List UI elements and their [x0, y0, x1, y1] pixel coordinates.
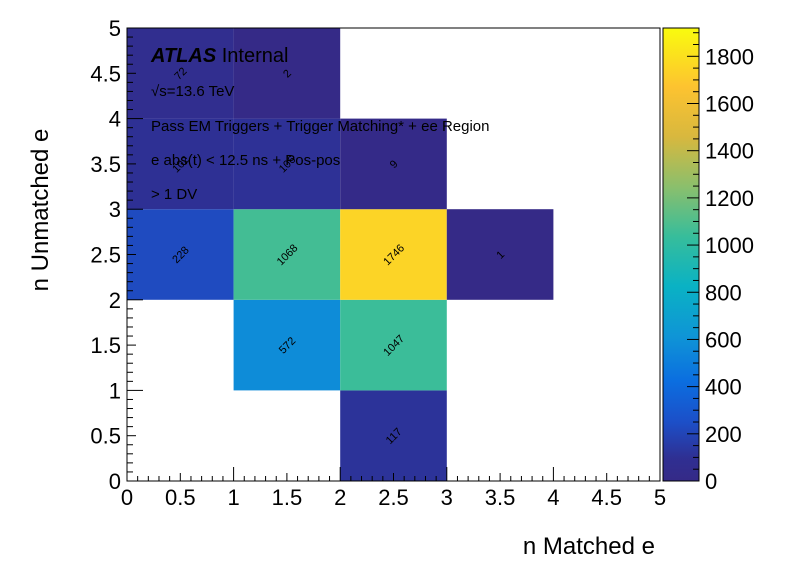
heatmap-cell — [233, 28, 341, 119]
x-tick-label: 1.5 — [272, 485, 303, 510]
colorbar-tick-label: 0 — [705, 469, 717, 494]
colorbar-tick-label: 800 — [705, 280, 742, 305]
heatmap-cell — [127, 28, 234, 119]
y-tick-label: 3.5 — [90, 152, 121, 177]
x-tick-label: 0 — [121, 485, 133, 510]
colorbar-tick-label: 600 — [705, 327, 742, 352]
atlas-label-bold: ATLAS — [150, 45, 217, 67]
x-tick-label: 4.5 — [591, 485, 622, 510]
y-tick-label: 3 — [109, 197, 121, 222]
x-tick-label: 1 — [227, 485, 239, 510]
colorbar-tick-label: 1800 — [705, 44, 754, 69]
colorbar — [663, 28, 699, 481]
colorbar-tick-label: 1000 — [705, 233, 754, 258]
timing-annotation: e abs(t) < 12.5 ns + Pos-pos — [151, 152, 340, 169]
heatmap-cell — [340, 299, 447, 391]
heatmap-cell — [340, 390, 447, 481]
atlas-label: ATLAS Internal — [150, 45, 288, 67]
heatmap-cell — [233, 209, 341, 300]
dv-annotation: > 1 DV — [151, 186, 197, 203]
x-axis-label: n Matched e — [523, 533, 655, 560]
x-tick-label: 2 — [334, 485, 346, 510]
x-tick-label: 0.5 — [165, 485, 196, 510]
heatmap-cell — [233, 118, 341, 210]
x-tick-label: 5 — [654, 485, 666, 510]
colorbar-tick-label: 1600 — [705, 92, 754, 117]
heatmap-cell — [127, 209, 234, 300]
colorbar-tick-label: 400 — [705, 375, 742, 400]
y-axis-label: n Unmatched e — [27, 129, 54, 292]
x-tick-label: 4 — [547, 485, 559, 510]
heatmap-cell — [446, 209, 554, 300]
x-tick-label: 3 — [441, 485, 453, 510]
colorbar-frame — [662, 27, 700, 482]
y-tick-label: 4 — [109, 107, 121, 132]
y-tick-label: 5 — [109, 16, 121, 41]
y-tick-label: 1 — [109, 378, 121, 403]
heatmap-cell — [127, 118, 234, 210]
colorbar-tick-label: 200 — [705, 422, 742, 447]
heatmap-cell — [233, 299, 341, 391]
y-tick-label: 0.5 — [90, 424, 121, 449]
atlas-label-internal: Internal — [222, 45, 289, 67]
y-tick-label: 4.5 — [90, 61, 121, 86]
y-tick-label: 1.5 — [90, 333, 121, 358]
selection-annotation: Pass EM Triggers + Trigger Matching* + e… — [151, 118, 490, 135]
heatmap-cell — [340, 209, 447, 300]
x-tick-label: 3.5 — [485, 485, 516, 510]
colorbar-tick-label: 1200 — [705, 186, 754, 211]
heatmap-cell — [340, 118, 447, 210]
y-tick-label: 2.5 — [90, 243, 121, 268]
y-tick-label: 2 — [109, 288, 121, 313]
x-tick-label: 2.5 — [378, 485, 409, 510]
colorbar-tick-label: 1400 — [705, 139, 754, 164]
y-tick-label: 0 — [109, 469, 121, 494]
energy-annotation: √s=13.6 TeV — [151, 83, 234, 100]
